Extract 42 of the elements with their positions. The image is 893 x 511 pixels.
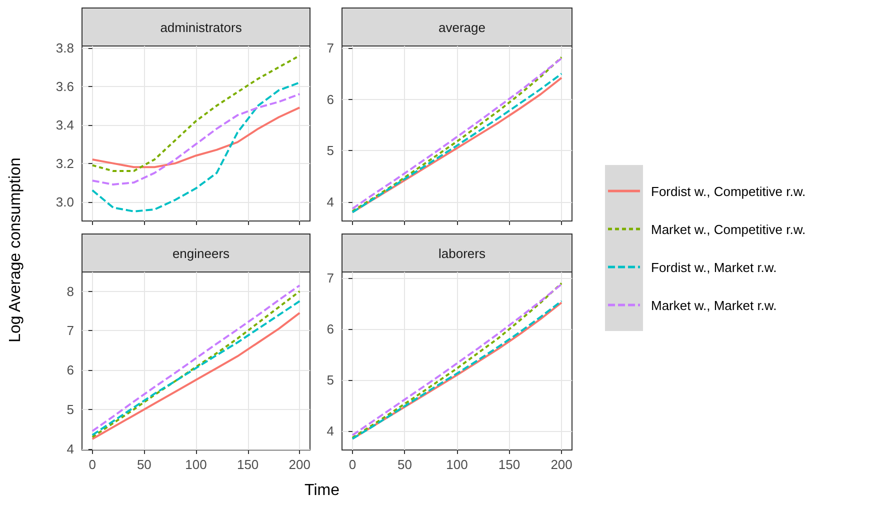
y-tick-label: 4 [326, 194, 334, 210]
line-series [91, 106, 301, 168]
x-tick-label: 150 [498, 457, 520, 472]
legend-label: Market w., Competitive r.w. [651, 222, 806, 236]
y-tick-label: 5 [66, 402, 74, 417]
x-tick-label: 150 [236, 457, 259, 472]
chart-title: administrators [160, 20, 242, 35]
x-tick-label: 50 [136, 457, 152, 472]
x-axis-title: Time [304, 482, 340, 500]
y-tick-label: 5 [326, 372, 334, 388]
y-tick-label: 7 [326, 40, 334, 56]
legend-label: Market w., Market r.w. [651, 298, 777, 312]
y-tick-label: 3.8 [56, 40, 74, 56]
y-tick-label: 4 [326, 424, 334, 439]
line-series [91, 93, 301, 186]
chart-title: laborers [438, 246, 486, 261]
y-tick-label: 7 [66, 323, 74, 338]
y-tick-label: 7 [326, 270, 334, 286]
y-tick-label: 5 [326, 143, 334, 158]
y-axis-title: Log Average consumption [7, 158, 25, 342]
line-series [91, 82, 301, 212]
x-tick-label: 100 [185, 457, 207, 472]
y-tick-label: 3.4 [56, 117, 74, 132]
x-tick-label: 50 [397, 457, 412, 472]
y-tick-label: 3.0 [56, 194, 74, 210]
x-tick-label: 0 [348, 457, 356, 472]
y-tick-label: 3.2 [56, 156, 74, 171]
y-tick-label: 8 [66, 284, 74, 299]
chart-title: engineers [172, 246, 230, 261]
line-series [91, 54, 301, 172]
x-tick-label: 200 [288, 457, 310, 472]
y-tick-label: 6 [326, 322, 334, 337]
legend-label: Fordist w., Market r.w. [651, 260, 777, 274]
y-tick-label: 4 [66, 441, 74, 456]
y-tick-label: 6 [326, 92, 334, 107]
x-tick-label: 200 [550, 457, 572, 472]
y-tick-label: 3.6 [56, 78, 74, 94]
chart-title: average [438, 20, 486, 35]
x-tick-label: 100 [446, 457, 468, 472]
legend-label: Fordist w., Competitive r.w. [651, 184, 806, 198]
y-tick-label: 6 [66, 362, 74, 378]
x-tick-label: 0 [88, 457, 96, 472]
